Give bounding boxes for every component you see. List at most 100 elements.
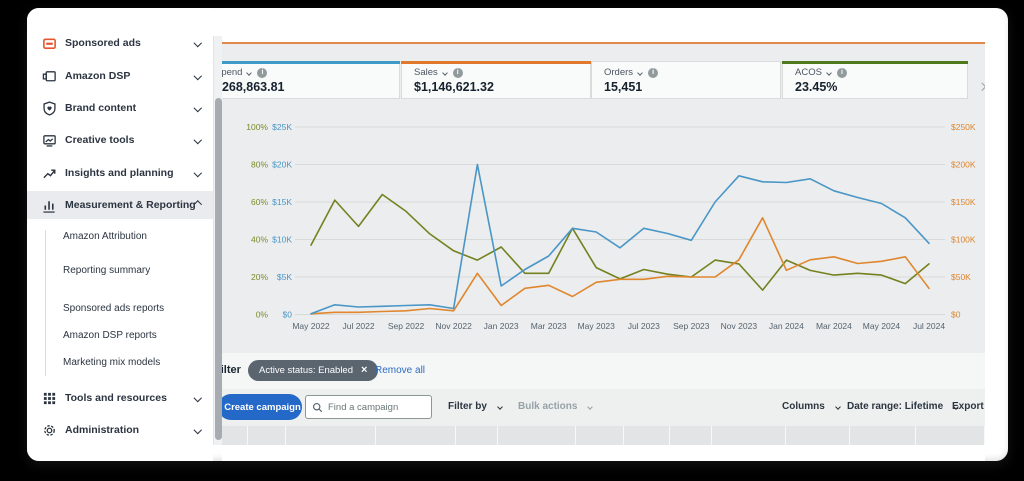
sidebar-subitem-amazon-dsp-reports[interactable]: Amazon DSP reports [63, 329, 157, 341]
svg-text:20%: 20% [251, 272, 268, 282]
export-button[interactable]: Export [952, 401, 984, 412]
svg-text:Jan 2023: Jan 2023 [484, 321, 519, 331]
table-header-cell [670, 426, 712, 445]
creative-tools-icon [42, 133, 57, 148]
filter-label: Filter [222, 364, 241, 376]
metric-card-acos[interactable]: ACOS 23.45% [782, 61, 968, 99]
svg-text:$250K: $250K [951, 122, 976, 132]
chevron-down-icon [587, 403, 594, 410]
metric-card-sales[interactable]: Sales $1,146,621.32 [401, 61, 591, 99]
filter-bar: Filter Active status: Enabled × Remove a… [222, 353, 985, 389]
search-input[interactable] [328, 401, 425, 413]
sidebar-item-amazon-dsp[interactable]: Amazon DSP [27, 62, 213, 90]
columns-dropdown[interactable]: Columns [782, 401, 841, 412]
campaign-table-header [222, 426, 985, 445]
svg-text:May 2023: May 2023 [578, 321, 616, 331]
sidebar-item-measurement-reporting[interactable]: Measurement & Reporting [27, 191, 213, 219]
brand-content-shield-icon [42, 100, 57, 116]
info-icon[interactable] [257, 67, 268, 78]
table-header-cell [624, 426, 670, 445]
svg-text:100%: 100% [246, 122, 268, 132]
metric-card-spend[interactable]: Spend $268,863.81 [222, 61, 400, 99]
remove-all-link[interactable]: Remove all [375, 365, 426, 376]
info-icon[interactable] [648, 67, 659, 78]
sidebar-item-brand-content[interactable]: Brand content [27, 94, 213, 122]
table-header-cell [786, 426, 850, 445]
svg-text:Sep 2023: Sep 2023 [673, 321, 710, 331]
table-header-cell [850, 426, 916, 445]
svg-text:0%: 0% [256, 310, 269, 320]
svg-text:$10K: $10K [272, 235, 292, 245]
sidebar-item-label: Creative tools [65, 134, 135, 146]
table-header-cell [916, 426, 985, 445]
sidebar-item-label: Administration [65, 424, 140, 436]
svg-text:$200K: $200K [951, 160, 976, 170]
app-window: Sponsored ads Amazon DSP Brand content C… [27, 8, 1008, 461]
sidebar-scrollbar[interactable] [213, 36, 222, 445]
svg-text:Nov 2023: Nov 2023 [721, 321, 758, 331]
gear-icon [42, 423, 57, 438]
chevron-down-icon [834, 403, 841, 410]
table-header-cell [712, 426, 786, 445]
chevron-down-icon [193, 169, 202, 177]
campaign-search[interactable] [305, 395, 432, 419]
sidebar-item-label: Sponsored ads [65, 37, 141, 49]
performance-chart: 100% $25K $250K 80% $20K $200K 60% $15K $150K 40%… [222, 8, 985, 348]
sidebar-subitem-sponsored-ads-reports[interactable]: Sponsored ads reports [63, 302, 165, 314]
metric-dropdown-sales[interactable]: Sales [414, 67, 590, 78]
svg-text:May 2024: May 2024 [863, 321, 901, 331]
info-icon[interactable] [452, 67, 463, 78]
table-header-cell [376, 426, 456, 445]
svg-text:Sep 2022: Sep 2022 [388, 321, 425, 331]
close-icon[interactable]: × [361, 364, 368, 376]
sidebar-item-tools-and-resources[interactable]: Tools and resources [27, 384, 213, 412]
sidebar-item-label: Tools and resources [65, 392, 167, 404]
create-campaign-button[interactable]: Create campaign [222, 394, 302, 420]
amazon-dsp-icon [42, 69, 57, 84]
metric-dropdown-acos[interactable]: ACOS [795, 67, 967, 78]
table-header-cell [498, 426, 576, 445]
svg-text:Nov 2022: Nov 2022 [435, 321, 472, 331]
sidebar-item-insights-and-planning[interactable]: Insights and planning [27, 159, 213, 187]
sidebar-item-label: Insights and planning [65, 167, 174, 179]
date-range-dropdown[interactable]: Date range: Lifetime [847, 401, 959, 412]
grid-icon [42, 391, 57, 406]
metric-dropdown-spend[interactable]: Spend [222, 67, 399, 78]
svg-text:Jul 2024: Jul 2024 [913, 321, 945, 331]
info-icon[interactable] [836, 67, 847, 78]
filter-chip-active-status[interactable]: Active status: Enabled × [248, 360, 379, 381]
sidebar-item-creative-tools[interactable]: Creative tools [27, 126, 213, 154]
sidebar-item-sponsored-ads[interactable]: Sponsored ads [27, 29, 213, 57]
sidebar-subitem-reporting-summary[interactable]: Reporting summary [63, 264, 151, 276]
metric-dropdown-orders[interactable]: Orders [604, 67, 780, 78]
chevron-down-icon [193, 72, 202, 80]
svg-text:Jan 2024: Jan 2024 [769, 321, 804, 331]
chevron-down-icon [193, 426, 202, 434]
insights-trend-icon [42, 166, 57, 181]
sidebar-item-label: Amazon DSP [65, 70, 131, 82]
metric-value: 23.45% [795, 80, 838, 94]
svg-text:$150K: $150K [951, 197, 976, 207]
sidebar-item-administration[interactable]: Administration [27, 416, 213, 444]
svg-text:60%: 60% [251, 197, 268, 207]
filter-by-dropdown[interactable]: Filter by [448, 401, 503, 412]
metric-card-orders[interactable]: Orders 15,451 [591, 61, 781, 99]
svg-text:$0: $0 [283, 310, 293, 320]
metric-accent-bar [782, 61, 968, 64]
bulk-actions-dropdown[interactable]: Bulk actions [518, 401, 594, 412]
sidebar-subitem-marketing-mix-models[interactable]: Marketing mix models [63, 356, 161, 368]
table-header-cell [576, 426, 624, 445]
table-header-cell [248, 426, 286, 445]
svg-text:May 2022: May 2022 [292, 321, 330, 331]
table-header-cell [286, 426, 376, 445]
svg-text:Jul 2022: Jul 2022 [342, 321, 374, 331]
sidebar-subitem-amazon-attribution[interactable]: Amazon Attribution [63, 230, 147, 242]
chevron-down-icon [193, 104, 202, 112]
svg-text:$25K: $25K [272, 122, 292, 132]
svg-text:40%: 40% [251, 235, 268, 245]
scrollbar-thumb[interactable] [215, 98, 222, 440]
performance-chart-svg: 100% $25K $250K 80% $20K $200K 60% $15K $150K 40%… [246, 122, 976, 331]
main-content: Spend $268,863.81 Sales $1,146,621.32 Or… [222, 8, 985, 461]
svg-text:$5K: $5K [277, 272, 292, 282]
